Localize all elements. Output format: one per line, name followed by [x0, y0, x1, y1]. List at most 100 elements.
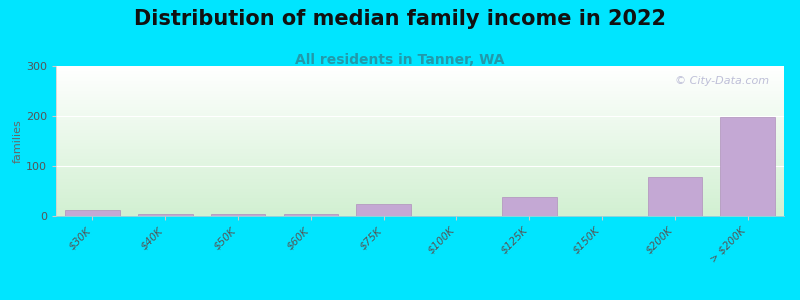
Bar	[56, 196, 784, 197]
Bar	[56, 99, 784, 100]
Bar	[56, 141, 784, 142]
Bar	[56, 121, 784, 122]
Bar	[502, 197, 557, 216]
Bar	[56, 197, 784, 198]
Bar	[56, 169, 784, 170]
Bar	[56, 102, 784, 103]
Bar	[56, 69, 784, 70]
Bar	[56, 213, 784, 214]
Bar	[56, 206, 784, 207]
Bar	[56, 118, 784, 119]
Bar	[56, 94, 784, 95]
Bar	[56, 135, 784, 136]
Bar	[56, 149, 784, 150]
Bar	[356, 203, 411, 216]
Bar	[56, 203, 784, 204]
Bar	[56, 199, 784, 200]
Bar	[56, 110, 784, 111]
Bar	[56, 133, 784, 134]
Bar	[56, 186, 784, 187]
Bar	[56, 210, 784, 211]
Bar	[56, 163, 784, 164]
Bar	[56, 202, 784, 203]
Bar	[56, 170, 784, 171]
Bar	[56, 72, 784, 73]
Bar	[56, 209, 784, 210]
Bar	[56, 178, 784, 179]
Bar	[56, 84, 784, 85]
Bar	[56, 116, 784, 117]
Bar	[56, 205, 784, 206]
Bar	[56, 194, 784, 195]
Bar	[56, 105, 784, 106]
Bar	[56, 81, 784, 82]
Bar	[56, 161, 784, 162]
Bar	[210, 214, 266, 216]
Bar	[720, 117, 775, 216]
Bar	[56, 130, 784, 131]
Bar	[138, 214, 193, 216]
Bar	[56, 214, 784, 215]
Bar	[56, 212, 784, 213]
Bar	[56, 67, 784, 68]
Bar	[56, 180, 784, 181]
Bar	[56, 120, 784, 121]
Bar	[56, 96, 784, 97]
Bar	[56, 182, 784, 183]
Bar	[56, 111, 784, 112]
Bar	[56, 183, 784, 184]
Bar	[56, 95, 784, 96]
Bar	[283, 214, 338, 216]
Bar	[56, 93, 784, 94]
Bar	[56, 153, 784, 154]
Bar	[56, 208, 784, 209]
Bar	[56, 193, 784, 194]
Bar	[56, 88, 784, 89]
Bar	[56, 201, 784, 202]
Bar	[56, 164, 784, 165]
Bar	[56, 108, 784, 109]
Bar	[56, 117, 784, 118]
Bar	[56, 157, 784, 158]
Bar	[56, 126, 784, 127]
Bar	[56, 148, 784, 149]
Bar	[56, 136, 784, 137]
Bar	[56, 176, 784, 177]
Bar	[56, 150, 784, 151]
Bar	[56, 187, 784, 188]
Bar	[56, 184, 784, 185]
Bar	[56, 207, 784, 208]
Bar	[56, 179, 784, 180]
Bar	[56, 185, 784, 186]
Bar	[56, 115, 784, 116]
Bar	[56, 189, 784, 190]
Bar	[56, 68, 784, 69]
Bar	[56, 146, 784, 147]
Bar	[56, 132, 784, 133]
Bar	[56, 174, 784, 175]
Bar	[56, 156, 784, 157]
Bar	[56, 140, 784, 141]
Bar	[56, 172, 784, 173]
Bar	[56, 112, 784, 113]
Bar	[56, 171, 784, 172]
Y-axis label: families: families	[13, 119, 23, 163]
Bar	[56, 123, 784, 124]
Bar	[56, 89, 784, 90]
Text: © City-Data.com: © City-Data.com	[675, 76, 770, 86]
Bar	[56, 114, 784, 115]
Bar	[56, 162, 784, 163]
Bar	[56, 128, 784, 129]
Text: All residents in Tanner, WA: All residents in Tanner, WA	[295, 52, 505, 67]
Bar	[56, 124, 784, 125]
Bar	[56, 147, 784, 148]
Bar	[56, 142, 784, 143]
Bar	[56, 100, 784, 101]
Bar	[56, 82, 784, 83]
Bar	[56, 198, 784, 199]
Bar	[56, 107, 784, 108]
Bar	[56, 191, 784, 192]
Bar	[56, 145, 784, 146]
Bar	[56, 152, 784, 153]
Bar	[56, 79, 784, 80]
